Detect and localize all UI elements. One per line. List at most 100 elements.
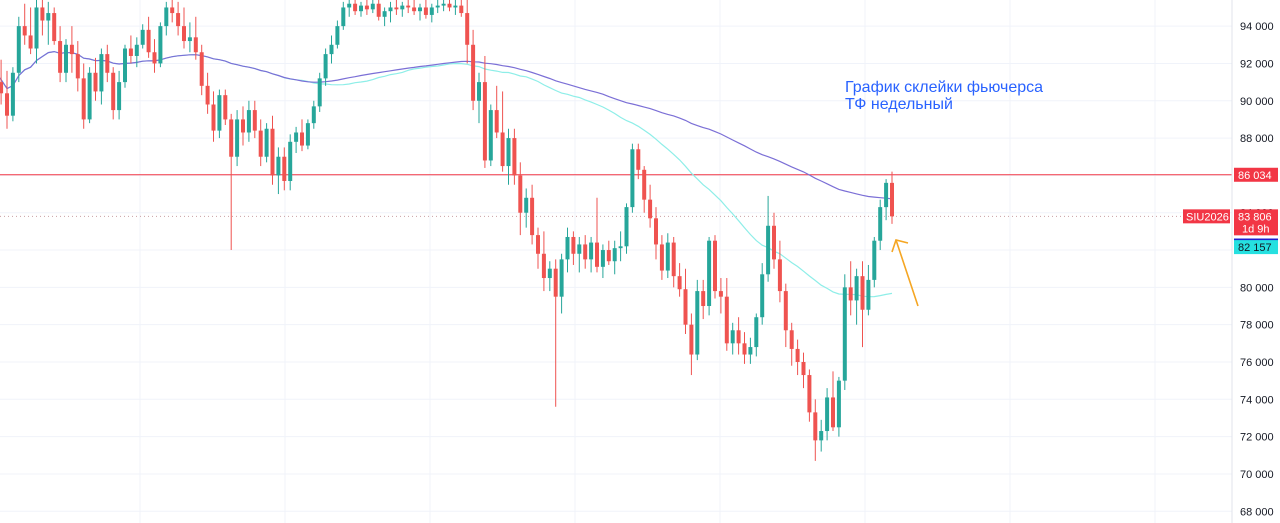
price-axis[interactable]: 68 000 70 000 72 000 74 000 76 000 78 000 80 0… bbox=[1231, 0, 1274, 523]
candle-body bbox=[589, 242, 594, 260]
candle bbox=[187, 22, 192, 53]
candle-body bbox=[677, 276, 682, 290]
candle-body bbox=[264, 128, 269, 157]
candle bbox=[87, 67, 92, 124]
candle bbox=[760, 263, 765, 325]
candle-body bbox=[294, 132, 299, 142]
candle bbox=[748, 337, 753, 364]
candle bbox=[406, 0, 411, 14]
candle bbox=[229, 113, 234, 251]
candle bbox=[258, 119, 263, 167]
candle-body bbox=[701, 291, 706, 307]
candle-body bbox=[117, 82, 122, 111]
candle bbox=[69, 26, 74, 73]
candle bbox=[589, 236, 594, 273]
candle-body bbox=[158, 26, 163, 64]
candle-body bbox=[671, 242, 676, 277]
candle-body bbox=[724, 296, 729, 344]
candle bbox=[211, 91, 216, 142]
candle-body bbox=[5, 93, 9, 116]
candle-body bbox=[347, 3, 352, 8]
last-price-countdown: 1d 9h bbox=[1242, 223, 1270, 235]
candle bbox=[530, 184, 535, 245]
candle-body bbox=[453, 5, 458, 8]
candle bbox=[553, 259, 558, 407]
candle-body bbox=[241, 119, 245, 133]
candle-body bbox=[600, 250, 605, 267]
candle-body bbox=[825, 397, 830, 432]
candle bbox=[766, 195, 771, 282]
candle bbox=[860, 261, 865, 348]
candle bbox=[105, 44, 110, 83]
candle bbox=[341, 1, 346, 30]
candle bbox=[223, 89, 228, 126]
candle bbox=[423, 0, 428, 19]
candle bbox=[170, 0, 175, 23]
candle bbox=[500, 91, 505, 172]
candle bbox=[836, 376, 841, 437]
candle-body bbox=[618, 246, 623, 249]
candle bbox=[636, 143, 641, 180]
price-line-layer bbox=[0, 174, 1232, 217]
candle-body bbox=[541, 253, 546, 279]
candle bbox=[0, 59, 4, 105]
candle-body bbox=[400, 5, 405, 10]
candle bbox=[724, 278, 729, 351]
candle-body bbox=[16, 26, 21, 73]
candle bbox=[382, 7, 387, 27]
candle-body bbox=[87, 72, 92, 120]
candle-body bbox=[748, 347, 753, 355]
candle-body bbox=[52, 13, 57, 42]
candle-body bbox=[488, 110, 493, 161]
candle bbox=[388, 1, 393, 23]
candle bbox=[571, 231, 576, 265]
candle-body bbox=[819, 431, 824, 441]
candle-body bbox=[111, 72, 116, 111]
candle bbox=[28, 7, 33, 55]
ma-fast-line bbox=[0, 50, 893, 298]
candle-body bbox=[471, 44, 476, 101]
candle bbox=[665, 233, 670, 279]
candle-body bbox=[878, 207, 883, 241]
candle-body bbox=[872, 240, 877, 280]
candle-body bbox=[211, 104, 216, 131]
candle bbox=[736, 317, 741, 355]
candle-body bbox=[305, 123, 310, 146]
candle-body bbox=[40, 7, 45, 21]
candle-body bbox=[140, 29, 145, 45]
moving-averages bbox=[0, 50, 893, 298]
candle bbox=[311, 100, 316, 129]
candle-body bbox=[235, 119, 240, 157]
candle-body bbox=[69, 44, 74, 55]
candle bbox=[158, 22, 163, 68]
candle-body bbox=[394, 7, 399, 10]
candle-body bbox=[182, 26, 186, 42]
candle-body bbox=[612, 248, 617, 262]
candle bbox=[506, 128, 511, 185]
y-tick-label: 92 000 bbox=[1240, 58, 1274, 70]
candle bbox=[134, 37, 139, 68]
candle bbox=[435, 0, 440, 14]
candle bbox=[600, 244, 605, 279]
candle-body bbox=[388, 7, 393, 12]
candle bbox=[848, 261, 853, 316]
candle-body bbox=[252, 110, 257, 131]
candle bbox=[730, 322, 735, 355]
candle bbox=[353, 0, 358, 15]
candle-body bbox=[441, 3, 446, 6]
candle-body bbox=[553, 268, 558, 297]
candle-body bbox=[654, 218, 658, 245]
candle bbox=[825, 388, 830, 441]
price-line-tag-text: 86 034 bbox=[1238, 170, 1272, 182]
candle-body bbox=[229, 119, 234, 157]
candle bbox=[701, 279, 706, 320]
candle-body bbox=[860, 276, 865, 310]
candle-body bbox=[848, 287, 853, 301]
candle-body bbox=[565, 236, 570, 260]
annotation-line-1: График склейки фьючерса bbox=[845, 79, 1043, 96]
candle-body bbox=[801, 361, 806, 376]
y-tick-label: 94 000 bbox=[1240, 21, 1274, 33]
